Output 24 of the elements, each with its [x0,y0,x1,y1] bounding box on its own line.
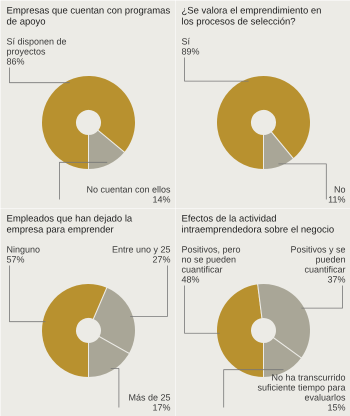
data-label: 89% [182,46,200,56]
slice-label: No ha transcurrido suficiente tiempo para evaluarlos [257,372,346,402]
slice-label: Sí [182,36,191,46]
data-label: 86% [6,56,25,66]
data-label: 17% [152,402,170,412]
chart-title: Empleados que han dejado la empresa para emprender [6,214,133,236]
data-label: 15% [327,402,346,412]
slice-label: No cuentan con ellos [86,184,171,194]
data-label: 37% [327,274,346,284]
slice-label: Ninguno [6,244,40,254]
data-label: 27% [152,254,170,264]
data-label: 14% [152,194,170,204]
slice-label: No [334,184,346,194]
slice-label: Sí disponen de proyectos [6,36,67,56]
data-label: 11% [328,194,346,204]
slice-label: Más de 25 [128,392,171,402]
chart-title: Empresas que cuentan con programas de apoyo [6,6,170,28]
chart-title: ¿Se valora el emprendimiento en los procesos de selección? [182,6,322,28]
chart-title: Efectos de la actividad intraemprendedora sobre el negocio [182,214,334,236]
slice-label: Positivos, pero no se pueden cuantificar [182,244,241,274]
slice-label: Positivos y se pueden cuantificar [290,244,346,274]
slice-label: Entre uno y 25 [112,244,171,254]
data-label: 57% [6,254,25,264]
data-label: 48% [182,274,200,284]
